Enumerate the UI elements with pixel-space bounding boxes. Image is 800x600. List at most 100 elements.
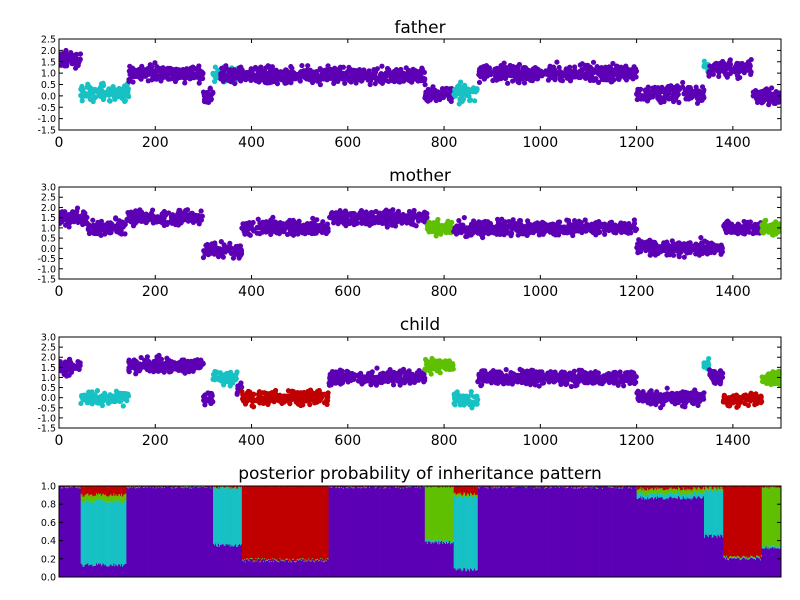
data-point: [286, 397, 292, 404]
data-point: [312, 400, 318, 406]
data-point: [507, 62, 513, 69]
segment-purple-2: [126, 60, 206, 86]
child-panel: child 3.02.52.01.51.00.50.0-0.5-1.0-1.5 …: [37, 315, 782, 449]
data-point: [637, 247, 644, 254]
data-point: [219, 65, 225, 71]
y-tick-label: -1.0: [37, 264, 56, 275]
data-point: [78, 400, 84, 407]
data-point: [341, 76, 347, 83]
segment-purple-12: [750, 85, 781, 108]
data-point: [115, 393, 122, 400]
data-point: [59, 368, 64, 374]
data-point: [157, 367, 163, 374]
segment-purple-2: [126, 352, 206, 377]
data-point: [72, 65, 79, 71]
data-point: [238, 72, 244, 78]
data-point: [92, 230, 98, 237]
data-point: [172, 78, 179, 85]
data-point: [686, 93, 692, 99]
segment-purple-3: [200, 85, 216, 106]
data-point: [357, 210, 363, 216]
data-point: [527, 72, 533, 78]
data-point: [250, 227, 256, 233]
data-point: [81, 91, 87, 97]
data-point: [682, 87, 688, 93]
data-point: [209, 241, 215, 247]
x-tick-label: 400: [238, 135, 265, 151]
data-point: [746, 229, 752, 235]
data-point: [369, 215, 375, 222]
data-point: [238, 247, 244, 253]
data-point: [200, 254, 207, 261]
data-point: [452, 93, 458, 99]
data-point: [534, 220, 541, 226]
data-point: [304, 392, 310, 399]
data-point: [306, 76, 312, 82]
mother-plot-frame: [58, 186, 782, 280]
data-point: [498, 63, 504, 69]
data-point: [576, 70, 582, 76]
data-point: [295, 71, 301, 77]
data-point: [557, 227, 563, 233]
data-point: [698, 235, 704, 241]
data-point: [583, 75, 589, 81]
x-tick-label: 400: [238, 284, 265, 300]
data-point: [509, 230, 515, 237]
data-point: [118, 224, 124, 230]
data-point: [609, 227, 616, 233]
data-point: [670, 241, 676, 247]
father-y-axis: 2.52.01.51.00.50.0-0.5-1.0-1.5: [37, 35, 781, 137]
data-point: [472, 98, 478, 104]
data-point: [288, 63, 294, 70]
y-tick-label: -1.5: [37, 275, 56, 286]
data-point: [212, 64, 218, 70]
x-tick-label: 800: [431, 284, 458, 300]
data-point: [96, 87, 102, 93]
data-point: [654, 89, 660, 95]
data-point: [349, 211, 356, 218]
data-point: [584, 65, 590, 71]
data-point: [290, 217, 296, 223]
data-point: [481, 225, 487, 231]
data-point: [261, 72, 267, 79]
mother-panel: mother 3.02.52.01.51.00.50.0-0.5-1.0-1.5…: [37, 166, 782, 300]
data-point: [67, 359, 73, 365]
data-point: [769, 85, 775, 91]
data-point: [79, 98, 85, 104]
data-point: [391, 215, 397, 221]
data-point: [461, 215, 467, 221]
mother-y-axis: 3.02.52.01.51.00.50.0-0.5-1.0-1.5: [37, 183, 781, 286]
data-point: [186, 369, 192, 375]
data-point: [406, 212, 412, 218]
data-point: [194, 364, 200, 370]
data-point: [540, 220, 546, 226]
data-point: [708, 69, 714, 75]
data-point: [526, 226, 532, 232]
data-point: [618, 220, 624, 226]
data-point: [374, 66, 380, 72]
data-point: [300, 402, 306, 408]
data-point: [752, 221, 758, 227]
data-point: [477, 223, 483, 229]
data-point: [684, 250, 690, 256]
data-point: [316, 227, 322, 234]
data-point: [714, 243, 720, 250]
y-tick-label: 1.0: [41, 223, 56, 234]
data-point: [627, 223, 634, 229]
data-point: [186, 67, 193, 73]
data-point: [132, 67, 139, 73]
data-point: [372, 81, 378, 87]
data-point: [224, 371, 230, 377]
data-point: [151, 71, 157, 77]
data-point: [295, 393, 302, 399]
data-point: [106, 87, 112, 93]
data-point: [109, 394, 115, 401]
data-point: [568, 227, 574, 233]
data-point: [309, 230, 315, 236]
data-point: [247, 392, 254, 398]
data-point: [397, 79, 403, 85]
data-point: [635, 93, 641, 99]
data-point: [314, 217, 320, 223]
data-point: [77, 51, 84, 57]
data-point: [535, 76, 541, 82]
